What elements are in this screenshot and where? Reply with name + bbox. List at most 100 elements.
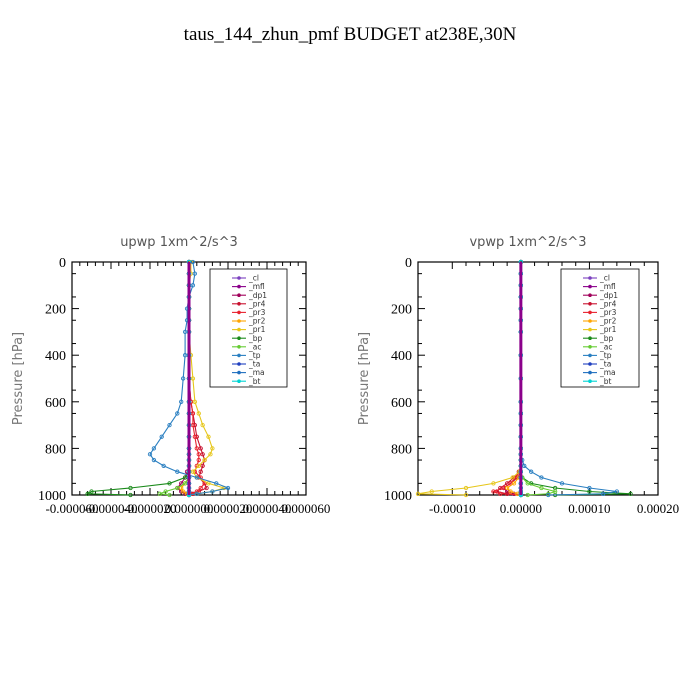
data-point	[190, 469, 196, 474]
x-tick-label: 0.000060	[282, 501, 331, 516]
data-point	[175, 469, 180, 474]
data-point	[600, 491, 606, 496]
legend-label: _dp1	[248, 291, 267, 300]
data-point	[546, 492, 551, 498]
legend-label: _pr2	[599, 317, 617, 326]
series-line	[495, 262, 522, 496]
data-point	[504, 485, 510, 491]
data-point	[190, 283, 196, 288]
series-tp	[147, 259, 231, 498]
y-axis-label: Pressure [hPa]	[11, 332, 26, 425]
data-point	[491, 481, 496, 486]
data-point	[463, 492, 469, 498]
data-point	[167, 422, 172, 428]
legend-box	[209, 268, 288, 388]
legend-label: _dp1	[599, 291, 618, 300]
y-tick-label: 800	[45, 442, 66, 457]
charts-container: upwp 1xm^2/s^3 Pressure [hPa] 0 200 400 600 80…	[11, 235, 679, 516]
x-tick-label: 0.00010	[568, 501, 610, 516]
legend-swatch-marker	[237, 345, 241, 349]
legend-label: _pr2	[248, 317, 266, 326]
legend-swatch-marker	[237, 336, 241, 341]
data-point	[128, 492, 133, 498]
data-point	[196, 463, 201, 469]
y-tick-label: 0	[405, 256, 412, 271]
y-tick-label: 400	[45, 349, 66, 364]
data-point	[192, 399, 198, 404]
data-point	[194, 475, 199, 480]
legend-label: _bt	[599, 377, 612, 386]
legend-swatch-marker	[588, 319, 592, 323]
legend-swatch-marker	[237, 319, 241, 323]
x-tick-label: 0.00000	[500, 501, 542, 516]
data-point	[163, 489, 168, 494]
y-tick-label: 1000	[38, 489, 66, 504]
legend-swatch-marker	[588, 293, 592, 298]
data-point	[587, 485, 592, 491]
series-line	[417, 262, 522, 496]
legend-swatch-marker	[588, 284, 592, 289]
data-point	[206, 434, 211, 439]
data-point	[198, 446, 203, 451]
data-point	[200, 452, 205, 457]
data-point	[196, 411, 201, 416]
legend-label: _pr1	[248, 325, 266, 334]
y-tick-label: 200	[391, 303, 412, 318]
data-point	[192, 434, 198, 439]
y-tick-label: 600	[45, 396, 66, 411]
data-point	[200, 463, 205, 469]
legend-swatch-marker	[237, 293, 241, 298]
data-point	[525, 492, 530, 498]
y-tick-label: 600	[391, 396, 412, 411]
data-point	[194, 491, 199, 496]
data-point	[190, 376, 196, 381]
data-point	[628, 491, 633, 496]
data-point	[225, 485, 231, 491]
legend-box	[560, 268, 640, 388]
data-point	[491, 489, 496, 494]
chart-panel: upwp 1xm^2/s^3 Pressure [hPa] 0 200 400 600 80…	[11, 235, 330, 516]
data-point	[190, 422, 196, 428]
data-point	[559, 481, 565, 486]
data-point	[159, 434, 164, 439]
x-tick-label: -0.000060	[45, 501, 98, 516]
data-point	[552, 489, 558, 494]
legend-label: _pr3	[599, 308, 617, 317]
data-point	[190, 411, 196, 416]
x-tick-label: 0.00020	[637, 501, 679, 516]
data-point	[180, 376, 186, 381]
legend-swatch-marker	[237, 284, 241, 289]
chart-panel: vpwp 1xm^2/s^3 Pressure [hPa] 0 200 400 600 80…	[357, 235, 679, 516]
legend-label: _pr4	[248, 299, 266, 308]
data-point	[508, 489, 513, 494]
legend-swatch-marker	[588, 310, 592, 315]
x-tick-label: 0.000040	[243, 501, 292, 516]
chart-title: vpwp 1xm^2/s^3	[469, 235, 586, 250]
data-point	[151, 457, 157, 463]
data-point	[128, 485, 133, 491]
legend-swatch-marker	[588, 379, 592, 384]
series-line	[502, 262, 522, 496]
legend: _cl_mfl_dp1_pr4_pr3_pr2_pr1_bp_ac_tp_ta_…	[560, 268, 640, 388]
y-tick-label: 1000	[384, 489, 412, 504]
data-point	[194, 446, 199, 451]
legend-label: _bp	[248, 334, 263, 343]
legend-swatch-marker	[588, 362, 592, 366]
data-point	[85, 491, 90, 496]
legend-swatch-marker	[588, 327, 592, 332]
data-point	[196, 457, 201, 463]
data-point	[194, 489, 199, 494]
chart-title: upwp 1xm^2/s^3	[120, 235, 238, 250]
data-point	[498, 491, 503, 496]
legend-swatch-marker	[588, 353, 592, 358]
legend-swatch-marker	[588, 276, 592, 280]
legend-swatch-marker	[588, 302, 592, 306]
legend-swatch-marker	[237, 327, 241, 332]
y-tick-label: 0	[59, 256, 66, 271]
legend-label: _ma	[599, 368, 616, 377]
x-tick-label: -0.00010	[429, 501, 476, 516]
legend-swatch-marker	[237, 379, 241, 384]
data-point	[198, 469, 203, 474]
legend-label: _tp	[248, 351, 261, 360]
